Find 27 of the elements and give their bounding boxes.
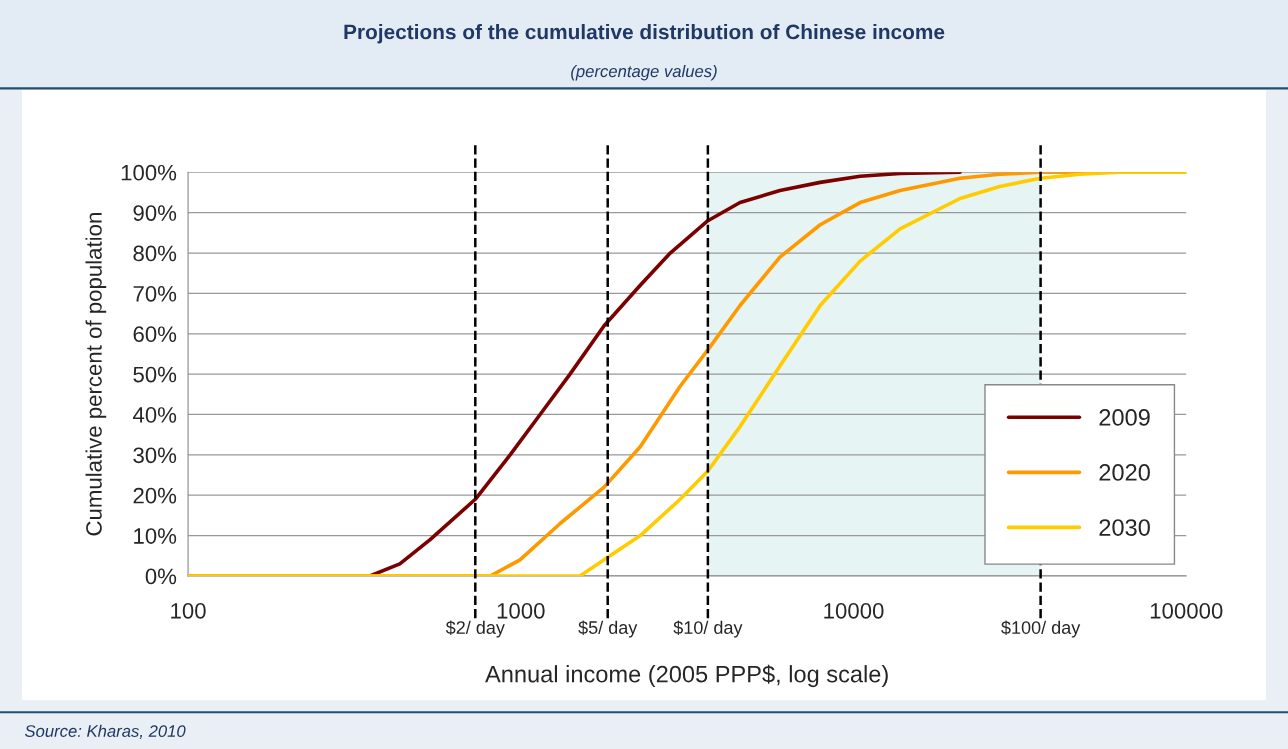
y-axis-title: Cumulative percent of population bbox=[85, 213, 107, 536]
legend-label: 2030 bbox=[1099, 519, 1150, 536]
y-tick-label: 60% bbox=[133, 326, 177, 343]
legend-label: 2009 bbox=[1099, 409, 1150, 426]
y-tick-label: 70% bbox=[133, 285, 177, 302]
y-tick-label: 20% bbox=[133, 487, 177, 504]
legend-label: 2020 bbox=[1099, 464, 1150, 481]
x-tick-label: 10000 bbox=[824, 602, 884, 619]
y-tick-label: 80% bbox=[133, 245, 177, 262]
y-tick-label: 50% bbox=[133, 366, 177, 383]
chart-subtitle: (percentage values) bbox=[571, 64, 717, 81]
y-tick-label: 30% bbox=[133, 447, 177, 464]
x-tick-label: 100 bbox=[171, 602, 206, 619]
source-note: Source: Kharas, 2010 bbox=[24, 724, 186, 739]
ref-line-label: $5/ day bbox=[578, 620, 638, 638]
ref-line-label: $2/ day bbox=[445, 620, 505, 638]
y-tick-label: 10% bbox=[134, 528, 177, 544]
x-tick-label: 100000 bbox=[1150, 602, 1223, 619]
y-tick-label: 90% bbox=[133, 205, 177, 221]
x-axis-title: Annual income (2005 PPP$, log scale) bbox=[485, 664, 888, 688]
ref-line-label: $10/ day bbox=[673, 620, 743, 638]
y-tick-label: 0% bbox=[145, 568, 177, 585]
y-tick-label: 100% bbox=[121, 164, 177, 181]
ref-line-label: $100/ day bbox=[1001, 620, 1081, 638]
chart-title: Projections of the cumulative distribution of Chinese income bbox=[344, 23, 945, 44]
y-tick-label: 40% bbox=[132, 407, 177, 423]
x-tick-label: 1000 bbox=[497, 602, 545, 619]
